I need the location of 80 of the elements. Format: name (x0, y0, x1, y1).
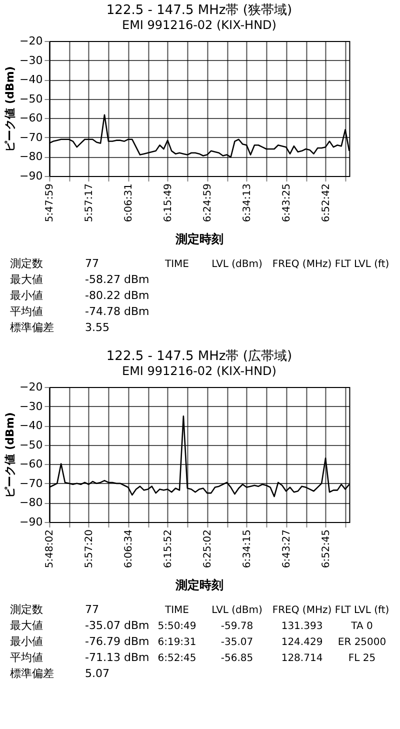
text: 124.429 (281, 637, 323, 648)
x-tick-label: 6:34:15 (242, 530, 254, 568)
text: 平均値 (10, 651, 43, 664)
text: 6:52:45 (158, 653, 196, 664)
y-tick-label: −60 (20, 458, 43, 471)
text: 3.55 (85, 321, 110, 334)
x-tick-label: 5:57:20 (84, 530, 96, 568)
text: FLT LVL (ft) (334, 259, 390, 270)
y-tick-label: −30 (20, 54, 43, 67)
text: ER 25000 (338, 637, 386, 648)
x-tick-label: 6:15:49 (163, 184, 174, 222)
text: 最小値 (10, 289, 43, 302)
text: 6:19:31 (158, 637, 196, 648)
y-tick-label: −70 (20, 130, 43, 144)
x-tick-label: 6:43:27 (282, 530, 293, 568)
text: TA 0 (350, 621, 373, 632)
x-tick-label: 6:34:13 (242, 184, 254, 222)
y-tick-label: −50 (20, 438, 43, 452)
text: 平均値 (10, 305, 43, 318)
text: FL 25 (348, 653, 376, 664)
text: 128.714 (281, 653, 323, 664)
text: TIME (164, 259, 190, 270)
x-tick-label: 6:52:45 (321, 530, 332, 568)
text: TIME (164, 605, 190, 616)
chart-title: 122.5 - 147.5 MHz帯 (狭帯域) (106, 3, 292, 18)
text: 最大値 (10, 273, 43, 286)
y-tick-label: −30 (20, 400, 43, 413)
y-tick-label: −90 (20, 170, 43, 182)
text: -80.22 dBm (85, 289, 150, 302)
chart-title: 122.5 - 147.5 MHz帯 (広帯域) (106, 348, 292, 364)
text: 5.07 (85, 667, 110, 680)
text: 最小値 (10, 635, 43, 648)
y-tick-label: −80 (20, 150, 43, 164)
x-tick-label: 6:15:52 (163, 530, 174, 568)
text: 測定数 (10, 257, 43, 270)
text: 5:50:49 (158, 621, 196, 632)
x-tick-label: 6:24:59 (202, 184, 214, 222)
y-tick-label: −20 (20, 34, 43, 48)
y-axis-title: ピーク値 (dBm) (4, 66, 17, 152)
text: 最大値 (10, 619, 43, 632)
y-tick-label: −80 (20, 496, 43, 510)
y-tick-label: −50 (20, 92, 43, 106)
text: -71.13 dBm (85, 651, 150, 664)
text: FLT LVL (ft) (334, 605, 390, 616)
text: 標準偏差 (10, 321, 54, 334)
x-tick-label: 6:25:02 (202, 530, 214, 568)
y-tick-label: −40 (20, 73, 43, 86)
x-tick-label: 5:57:17 (84, 184, 96, 222)
text: 測定数 (10, 603, 43, 616)
y-tick-label: −40 (20, 419, 43, 432)
x-axis-title: 測定時刻 (174, 578, 224, 592)
text: -56.85 (220, 653, 254, 664)
x-tick-label: 6:06:31 (124, 184, 135, 222)
text: 標準偏差 (10, 667, 54, 680)
text: 77 (85, 257, 99, 270)
text: -74.78 dBm (85, 305, 150, 318)
text: FREQ (MHz) (272, 605, 332, 616)
text: LVL (dBm) (212, 259, 262, 270)
text: -59.78 (220, 621, 254, 632)
x-tick-label: 5:48:02 (44, 530, 56, 568)
text: -35.07 (220, 637, 254, 648)
y-tick-label: −90 (20, 516, 43, 528)
x-axis-title: 測定時刻 (174, 232, 224, 246)
chart-subtitle: EMI 991216-02 (KIX-HND) (122, 18, 276, 32)
x-tick-label: 6:06:34 (124, 530, 135, 568)
y-tick-label: −70 (20, 476, 43, 490)
text: LVL (dBm) (212, 605, 262, 616)
x-tick-label: 5:47:59 (44, 184, 56, 222)
text: 131.393 (281, 621, 323, 632)
y-tick-label: −20 (20, 380, 43, 394)
chart-subtitle: EMI 991216-02 (KIX-HND) (122, 364, 276, 378)
y-axis-title: ピーク値 (dBm) (4, 412, 17, 498)
x-tick-label: 6:43:25 (282, 184, 293, 222)
x-tick-label: 6:52:42 (321, 184, 332, 222)
y-tick-label: −60 (20, 112, 43, 125)
text: -35.07 dBm (85, 619, 150, 632)
text: 77 (85, 603, 99, 616)
text: -76.79 dBm (85, 635, 150, 648)
text: -58.27 dBm (85, 273, 150, 286)
text: FREQ (MHz) (272, 259, 332, 270)
